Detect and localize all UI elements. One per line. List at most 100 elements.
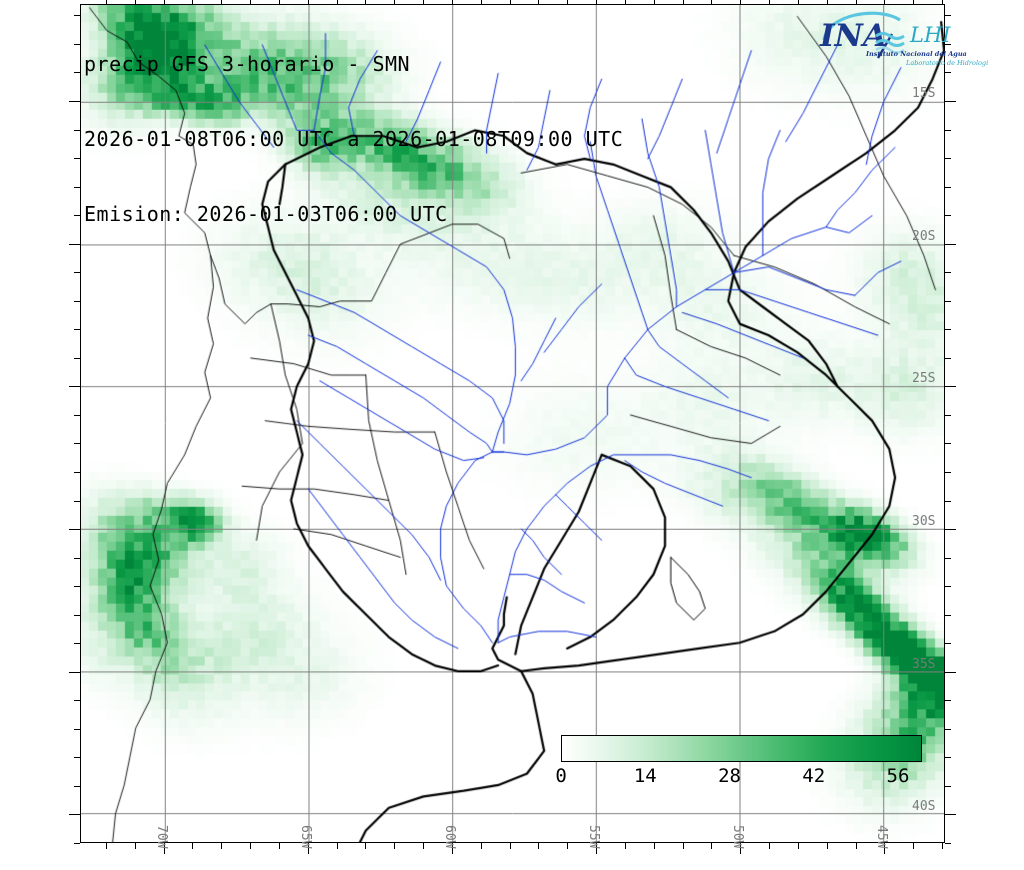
tick-lon-bottom <box>682 843 684 849</box>
lat-label-25s: 25S <box>912 371 936 387</box>
title-line-variable: precip GFS 3-horario - SMN <box>84 52 411 76</box>
logo-arc <box>822 11 901 41</box>
tick-lat-left <box>69 814 80 816</box>
logo-waves <box>875 32 905 54</box>
logo-ina-subtitle: Instituto Nacional del Agua <box>865 50 967 58</box>
tick-lon-top <box>250 0 252 4</box>
tick-lat-left <box>69 101 80 103</box>
tick-lat-right <box>945 443 951 445</box>
tick-lon-top <box>624 0 626 4</box>
tick-lon-top <box>711 0 713 4</box>
tick-lat-left <box>74 472 80 473</box>
tick-lon-top <box>740 0 742 4</box>
colorbar-tick-42: 42 <box>802 765 826 787</box>
tick-lat-right <box>945 357 951 359</box>
tick-lon-top <box>480 0 482 4</box>
tick-lat-right <box>945 414 951 416</box>
logo-ina-text: INA <box>819 18 887 54</box>
tick-lat-left <box>74 414 80 416</box>
tick-lon-bottom <box>451 843 453 854</box>
tick-lon-top <box>365 0 367 4</box>
tick-lon-bottom <box>423 843 425 849</box>
colorbar-tick-0: 0 <box>555 765 567 787</box>
tick-lat-right <box>945 643 951 645</box>
tick-lon-top <box>336 0 338 4</box>
tick-lon-bottom <box>134 843 136 849</box>
lat-label-40s: 40S <box>912 799 936 815</box>
tick-lat-right <box>945 472 951 473</box>
tick-lon-bottom <box>163 843 165 854</box>
tick-lat-left <box>74 186 80 188</box>
tick-lat-left <box>69 529 80 531</box>
tick-lon-bottom <box>336 843 338 849</box>
title-line-valid-period: 2026-01-08T06:00 UTC a 2026-01-08T09:00 … <box>84 127 624 151</box>
tick-lon-bottom <box>711 843 713 849</box>
tick-lat-left <box>74 728 80 730</box>
tick-lon-bottom <box>365 843 367 849</box>
tick-lon-bottom <box>740 843 742 854</box>
logo-slash <box>876 33 894 59</box>
map-frame <box>80 4 945 843</box>
tick-lat-right <box>945 386 956 388</box>
tick-lat-left <box>74 215 80 217</box>
lat-label-20s: 20S <box>912 228 936 244</box>
tick-lat-left <box>74 586 80 588</box>
tick-lat-left <box>74 72 80 74</box>
tick-lat-left <box>74 643 80 645</box>
tick-lon-top <box>567 0 569 4</box>
tick-lon-top <box>163 0 165 4</box>
tick-lon-bottom <box>653 843 655 849</box>
tick-lon-bottom <box>221 843 223 849</box>
tick-lon-bottom <box>855 843 857 849</box>
tick-lat-left <box>74 357 80 359</box>
tick-lat-right <box>945 700 951 702</box>
colorbar-tick-56: 56 <box>886 765 910 787</box>
lon-label-70w: 70W <box>153 825 169 849</box>
tick-lat-left <box>74 272 80 274</box>
tick-lon-top <box>509 0 511 4</box>
tick-lon-top <box>278 0 280 4</box>
lon-label-55w: 55W <box>586 825 602 849</box>
tick-lat-right <box>945 272 951 274</box>
tick-lat-right <box>945 186 951 188</box>
tick-lon-bottom <box>596 843 598 854</box>
lon-label-60w: 60W <box>441 825 457 849</box>
logo-lhi-text: LHI <box>909 23 951 47</box>
tick-lon-bottom <box>826 843 828 849</box>
tick-lat-left <box>74 500 80 502</box>
tick-lat-left <box>74 300 80 302</box>
tick-lon-bottom <box>278 843 280 849</box>
ina-lhi-logo: INA LHI Instituto Nacional del Agua Labo… <box>818 6 992 68</box>
colorbar-gradient <box>561 735 922 762</box>
tick-lon-top <box>855 0 857 4</box>
tick-lat-left <box>69 243 80 245</box>
tick-lon-top <box>105 0 107 4</box>
tick-lon-top <box>538 0 540 4</box>
plot-title-block: precip GFS 3-horario - SMN 2026-01-08T06… <box>84 2 623 252</box>
tick-lon-top <box>884 0 886 4</box>
tick-lat-right <box>945 557 951 559</box>
tick-lon-bottom <box>624 843 626 849</box>
tick-lon-top <box>596 0 598 4</box>
tick-lat-right <box>945 785 951 787</box>
tick-lon-top <box>134 0 136 4</box>
tick-lat-left <box>74 329 80 331</box>
tick-lon-bottom <box>509 843 511 849</box>
tick-lon-bottom <box>769 843 771 849</box>
tick-lon-top <box>423 0 425 4</box>
tick-lon-bottom <box>192 843 194 849</box>
tick-lat-right <box>945 243 956 245</box>
tick-lat-right <box>945 843 951 844</box>
tick-lon-top <box>942 0 944 4</box>
tick-lat-right <box>945 500 951 502</box>
tick-lon-top <box>797 0 799 4</box>
tick-lat-left <box>74 757 80 759</box>
tick-lon-bottom <box>394 843 396 849</box>
tick-lat-left <box>74 43 80 45</box>
tick-lat-left <box>69 671 80 673</box>
tick-lon-bottom <box>884 843 886 854</box>
tick-lon-bottom <box>538 843 540 849</box>
lat-label-15s: 15S <box>912 86 936 102</box>
tick-lon-top <box>913 0 915 4</box>
tick-lat-left <box>74 843 80 844</box>
